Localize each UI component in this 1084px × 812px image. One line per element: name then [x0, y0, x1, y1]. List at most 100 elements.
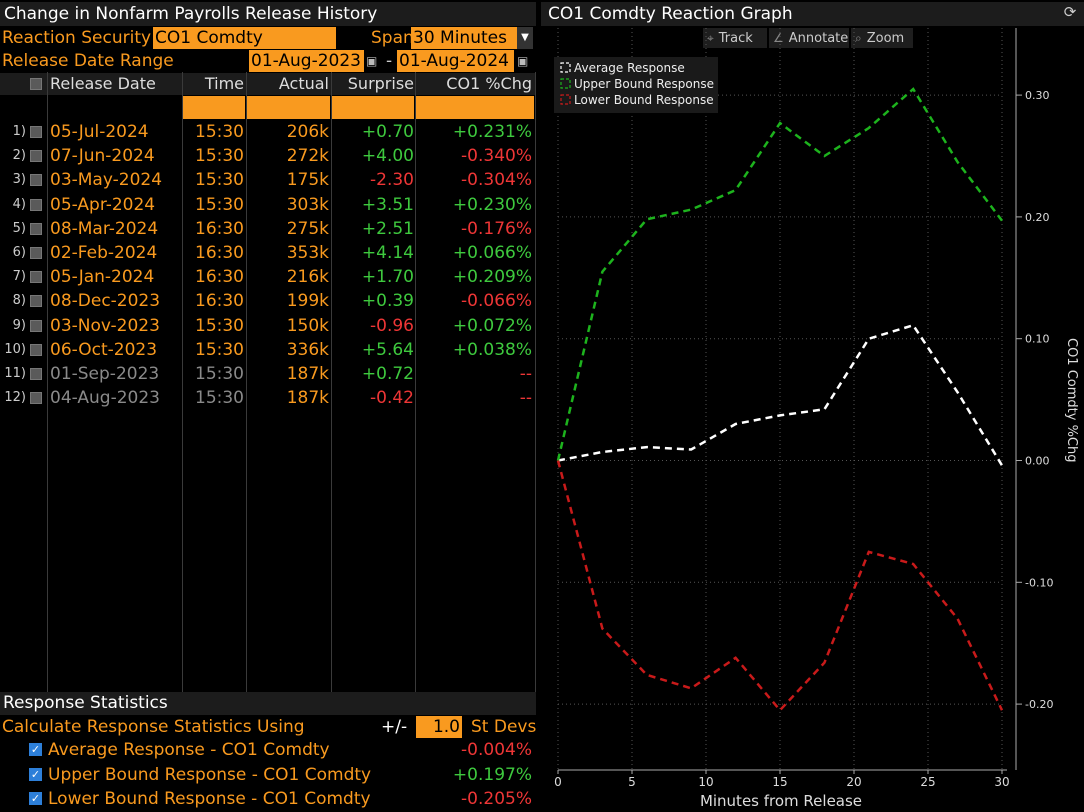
row-checkbox[interactable] — [30, 343, 42, 356]
filter-surprise[interactable] — [332, 96, 414, 119]
table-row[interactable]: 8) 08-Dec-2023 16:30 199k +0.39 -0.066% — [0, 289, 536, 313]
chg-cell: -0.176% — [461, 218, 532, 239]
row-index: 2) — [12, 148, 26, 164]
stat-name: Lower Bound Response - CO1 Comdty — [48, 789, 371, 809]
actual-cell: 175k — [286, 170, 329, 191]
span-select[interactable]: 30 Minutes — [411, 27, 517, 49]
annotate-button[interactable]: ∠ Annotate — [769, 28, 849, 48]
chevron-down-icon[interactable]: ▼ — [517, 27, 533, 49]
table-row[interactable]: 5) 08-Mar-2024 16:30 275k +2.51 -0.176% — [0, 217, 536, 241]
stat-checkbox[interactable]: ✓ — [29, 792, 42, 805]
release-date-cell: 07-Jun-2024 — [50, 146, 155, 167]
release-date-cell: 06-Oct-2023 — [50, 339, 158, 360]
track-label: Track — [718, 31, 753, 46]
row-checkbox[interactable] — [30, 392, 42, 405]
x-tick-label: 25 — [920, 775, 935, 789]
row-checkbox[interactable] — [30, 222, 42, 235]
zoom-button[interactable]: ⌕ Zoom — [851, 28, 913, 48]
legend-swatch — [560, 94, 571, 105]
time-cell: 16:30 — [195, 218, 244, 239]
filter-time[interactable] — [183, 96, 245, 119]
actual-cell: 150k — [286, 315, 329, 336]
panel-title: Change in Nonfarm Payrolls Release Histo… — [0, 2, 536, 26]
actual-cell: 199k — [286, 291, 329, 312]
actual-cell: 187k — [286, 388, 329, 409]
table-row[interactable]: 11) 01-Sep-2023 15:30 187k +0.72 -- — [0, 362, 536, 386]
release-date-range-label: Release Date Range — [2, 51, 174, 71]
surprise-cell: -0.96 — [370, 315, 414, 336]
pencil-icon: ∠ — [773, 31, 784, 45]
release-date-cell: 01-Sep-2023 — [50, 364, 160, 384]
table-row[interactable]: 12) 04-Aug-2023 15:30 187k -0.42 -- — [0, 386, 536, 410]
table-row[interactable]: 10) 06-Oct-2023 15:30 336k +5.64 +0.038% — [0, 338, 536, 362]
stdev-input[interactable]: 1.0 — [416, 716, 462, 738]
surprise-cell: -2.30 — [370, 170, 414, 191]
filter-actual[interactable] — [247, 96, 330, 119]
stat-checkbox[interactable]: ✓ — [29, 767, 42, 781]
surprise-cell: +2.51 — [361, 218, 414, 239]
row-checkbox[interactable] — [30, 368, 42, 380]
calendar-icon[interactable]: ▣ — [366, 54, 378, 68]
actual-cell: 216k — [286, 267, 329, 288]
stat-checkbox[interactable]: ✓ — [29, 743, 42, 756]
release-date-cell: 02-Feb-2024 — [50, 243, 158, 263]
filter-chg[interactable] — [416, 96, 534, 119]
row-checkbox[interactable] — [30, 319, 42, 332]
column-header-actual[interactable]: Actual — [278, 74, 329, 93]
table-row[interactable]: 7) 05-Jan-2024 16:30 216k +1.70 +0.209% — [0, 265, 536, 289]
track-button[interactable]: ⌖ Track — [703, 28, 767, 48]
row-checkbox[interactable] — [30, 247, 42, 259]
chg-cell: -0.066% — [461, 291, 532, 312]
table-row[interactable]: 4) 05-Apr-2024 15:30 303k +3.51 +0.230% — [0, 193, 536, 217]
response-statistics-title: Response Statistics — [0, 692, 536, 715]
x-tick-label: 30 — [994, 775, 1009, 789]
x-tick-label: 15 — [772, 775, 787, 789]
stat-value: -0.205% — [461, 789, 532, 809]
release-date-cell: 05-Jul-2024 — [50, 122, 149, 142]
legend-label: Upper Bound Response — [574, 77, 714, 91]
actual-cell: 303k — [286, 194, 329, 215]
magnifier-icon: ⌕ — [855, 31, 862, 45]
column-header-surprise[interactable]: Surprise — [347, 74, 414, 93]
select-all-checkbox[interactable] — [30, 78, 42, 90]
row-checkbox[interactable] — [30, 295, 42, 308]
reaction-security-input[interactable]: CO1 Comdty — [153, 27, 336, 49]
calendar-icon[interactable]: ▣ — [517, 54, 529, 68]
reaction-chart[interactable]: -0.20 -0.10 0.00 0.10 0.20 0.30 CO1 Comdty %Ch… — [541, 0, 1084, 812]
chg-cell: -- — [519, 388, 532, 409]
chart-title: CO1 Comdty Reaction Graph — [541, 2, 1084, 26]
column-header-chg[interactable]: CO1 %Chg — [446, 74, 532, 93]
table-row[interactable]: 1) 05-Jul-2024 15:30 206k +0.70 +0.231% — [0, 120, 536, 144]
row-checkbox[interactable] — [30, 198, 42, 211]
range-end-input[interactable]: 01-Aug-2024 — [397, 50, 514, 72]
x-tick-label: 20 — [846, 775, 861, 789]
table-row[interactable]: 6) 02-Feb-2024 16:30 353k +4.14 +0.066% — [0, 241, 536, 265]
table-row[interactable]: 9) 03-Nov-2023 15:30 150k -0.96 +0.072% — [0, 314, 536, 338]
table-row[interactable]: 2) 07-Jun-2024 15:30 272k +4.00 -0.340% — [0, 144, 536, 168]
row-checkbox[interactable] — [30, 174, 42, 187]
release-date-cell: 05-Apr-2024 — [50, 194, 156, 215]
column-header-release-date[interactable]: Release Date — [50, 74, 156, 93]
surprise-cell: +4.00 — [361, 146, 414, 167]
row-index: 1) — [12, 124, 26, 139]
row-index: 5) — [12, 220, 26, 236]
zoom-label: Zoom — [866, 31, 905, 46]
range-start-input[interactable]: 01-Aug-2023 — [249, 50, 364, 72]
chg-cell: +0.209% — [452, 267, 532, 288]
chg-cell: +0.230% — [452, 194, 532, 215]
legend-swatch — [560, 62, 571, 73]
release-date-cell: 05-Jan-2024 — [50, 267, 155, 288]
row-checkbox[interactable] — [30, 126, 42, 138]
row-checkbox[interactable] — [30, 150, 42, 163]
time-cell: 15:30 — [195, 170, 244, 191]
stat-row: ✓ Lower Bound Response - CO1 Comdty -0.205… — [0, 787, 536, 811]
column-header-time[interactable]: Time — [204, 74, 244, 93]
y-axis-label: CO1 Comdty %Chg — [1064, 338, 1079, 463]
refresh-icon[interactable]: ⟳ — [1063, 3, 1077, 21]
table-row[interactable]: 3) 03-May-2024 15:30 175k -2.30 -0.304% — [0, 168, 536, 192]
chg-cell: +0.066% — [452, 243, 532, 263]
time-cell: 16:30 — [195, 243, 244, 263]
x-tick-label: 10 — [698, 775, 713, 789]
row-checkbox[interactable] — [30, 271, 42, 284]
legend-label: Lower Bound Response — [574, 93, 714, 107]
